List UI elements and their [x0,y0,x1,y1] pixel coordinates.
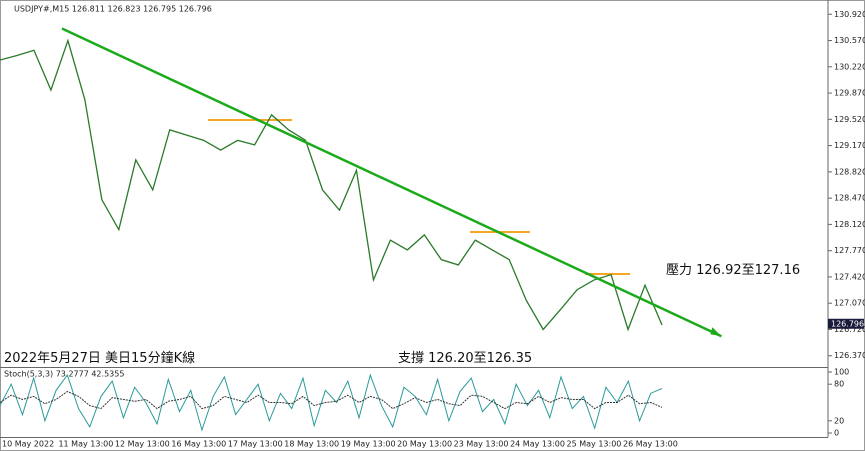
x-tick-label: 12 May 13:00 [115,440,170,449]
x-tick-label: 17 May 13:00 [228,440,283,449]
trendline [61,27,722,338]
y-tick-label: 130.570 [834,36,865,45]
annotation: 壓力 126.92至127.16 [666,263,800,278]
x-tick-label: 25 May 13:00 [567,440,622,449]
stoch-line [0,390,663,410]
stoch-label: Stoch(5,3,3) 73.2777 42.5355 [4,370,124,379]
stoch-line [0,373,663,432]
stoch-tick-label: 0 [834,429,839,438]
y-tick-label: 128.120 [834,220,865,229]
y-tick-label: 126.370 [834,351,865,360]
annotation: 2022年5月27日 美日15分鐘K線 [4,350,195,366]
last-price-box [828,318,864,329]
y-tick-label: 130.920 [834,10,865,19]
y-tick-label: 129.870 [834,89,865,98]
x-tick-label: 20 May 13:00 [397,440,452,449]
stoch-tick-label: 100 [834,368,849,377]
chart-header: USDJPY#,M15 126.811 126.823 126.795 126.… [14,5,212,14]
x-tick-label: 26 May 13:00 [623,440,678,449]
stoch-tick-label: 80 [834,380,844,389]
x-tick-label: 10 May 2022 [2,440,54,449]
y-tick-label: 129.520 [834,115,865,124]
stoch-tick-label: 20 [834,416,844,425]
last-price-label: 126.796 [831,319,864,328]
y-tick-label: 129.170 [834,141,865,150]
price-line [0,38,663,332]
x-tick-label: 16 May 13:00 [171,440,226,449]
x-tick-label: 18 May 13:00 [284,440,339,449]
y-tick-label: 128.820 [834,167,865,176]
y-tick-label: 126.720 [834,325,865,334]
x-tick-label: 19 May 13:00 [341,440,396,449]
annotation: 支撐 126.20至126.35 [398,351,532,366]
y-tick-label: 128.470 [834,194,865,203]
x-tick-label: 24 May 13:00 [510,440,565,449]
y-tick-label: 127.420 [834,272,865,281]
y-tick-label: 127.070 [834,299,865,308]
x-tick-label: 23 May 13:00 [454,440,509,449]
y-tick-label: 127.770 [834,246,865,255]
trend-arrow [710,327,722,337]
x-tick-label: 11 May 13:00 [58,440,113,449]
y-tick-label: 130.220 [834,62,865,71]
